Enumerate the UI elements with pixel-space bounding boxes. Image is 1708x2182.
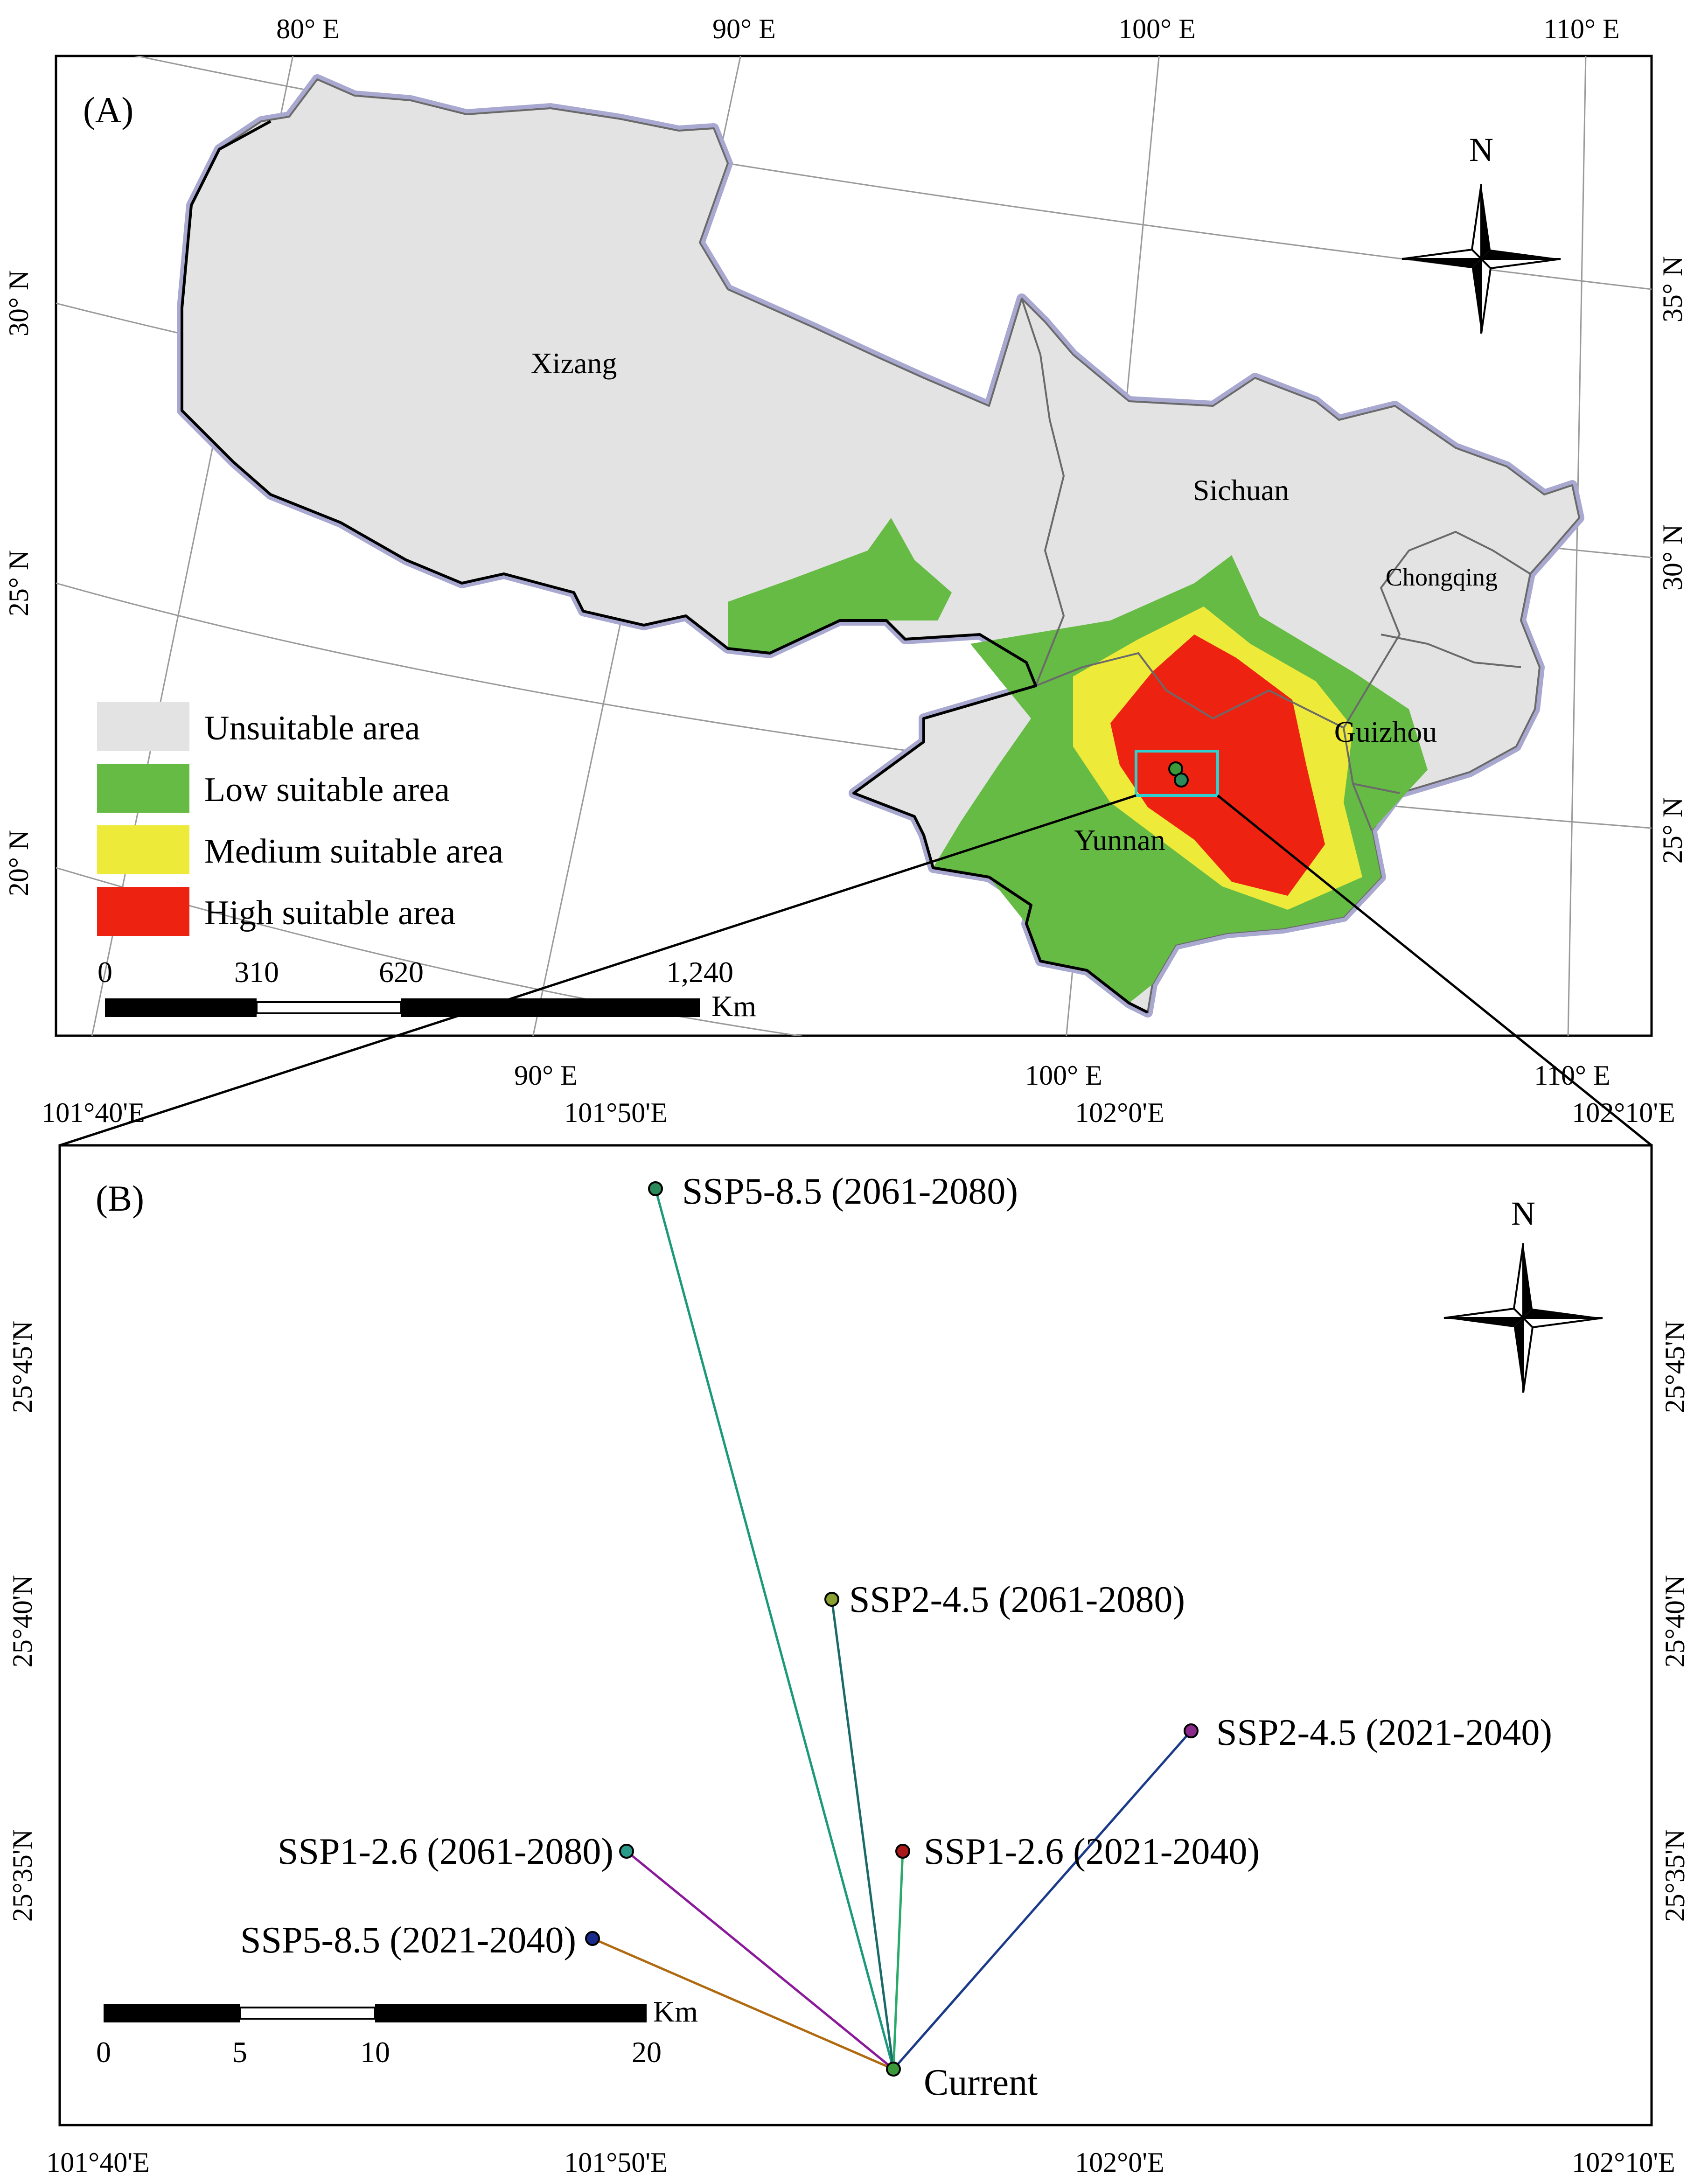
- b-right-tick-1: 25°40'N: [1659, 1575, 1690, 1667]
- scale-bar-b: Km 0 5 10 20: [96, 1995, 698, 2069]
- panel-b-label: (B): [96, 1178, 144, 1219]
- b-right-tick-0: 25°45'N: [1659, 1321, 1690, 1413]
- label-current: Current: [924, 2062, 1038, 2103]
- scale-a-unit: Km: [711, 990, 756, 1023]
- label-ssp245-2061: SSP2-4.5 (2061-2080): [849, 1579, 1185, 1620]
- a-right-tick-1: 30° N: [1657, 524, 1688, 591]
- a-bottom-tick-2: 110° E: [1534, 1060, 1610, 1091]
- legend-swatch-low: [97, 764, 189, 813]
- a-right-tick-0: 35° N: [1657, 256, 1688, 322]
- north-arrow-b: N: [1443, 1195, 1603, 1393]
- legend-swatch-medium: [97, 825, 189, 874]
- a-bottom-tick-0: 90° E: [514, 1060, 578, 1091]
- label-ssp126-2061: SSP1-2.6 (2061-2080): [278, 1831, 613, 1872]
- legend-label-unsuitable: Unsuitable area: [204, 709, 420, 747]
- province-borders: [1021, 298, 1531, 831]
- label-chongqing: Chongqing: [1386, 563, 1498, 591]
- scale-a-tick-3: 1,240: [666, 955, 733, 989]
- a-top-tick-2: 100° E: [1118, 14, 1196, 44]
- b-right-tick-2: 25°35'N: [1659, 1829, 1690, 1922]
- scale-b-unit: Km: [653, 1995, 698, 2028]
- b-top-tick-3: 102°10'E: [1572, 1097, 1675, 1128]
- a-right-tick-2: 25° N: [1657, 797, 1688, 864]
- centroid-labels: SSP5-8.5 (2061-2080) SSP2-4.5 (2061-2080…: [240, 1171, 1552, 2103]
- b-bottom-tick-3: 102°10'E: [1572, 2147, 1675, 2178]
- point-current: [886, 2062, 901, 2077]
- point-ssp585-2061: [648, 1181, 663, 1196]
- b-left-tick-2: 25°35'N: [7, 1829, 38, 1922]
- scale-b-tick-0: 0: [96, 2036, 111, 2069]
- axis-ticks-a: 80° E 90° E 100° E 110° E 90° E 100° E 1…: [3, 14, 1688, 1091]
- inset-extent-box: [1135, 750, 1219, 797]
- b-bottom-tick-1: 101°50'E: [564, 2147, 667, 2178]
- label-ssp585-2061: SSP5-8.5 (2061-2080): [682, 1171, 1018, 1212]
- line-ssp585-2061: [654, 1188, 895, 2070]
- b-left-tick-0: 25°45'N: [7, 1321, 38, 1413]
- line-ssp126-2021: [892, 1851, 904, 2070]
- label-ssp245-2021: SSP2-4.5 (2021-2040): [1216, 1712, 1552, 1753]
- legend-a: Unsuitable area Low suitable area Medium…: [97, 702, 503, 936]
- a-top-tick-1: 90° E: [712, 14, 776, 44]
- point-ssp245-2021: [1184, 1723, 1199, 1738]
- point-ssp585-2021: [585, 1931, 600, 1946]
- point-ssp126-2061: [619, 1844, 634, 1859]
- a-left-tick-0: 30° N: [3, 270, 34, 336]
- line-ssp245-2021: [892, 1730, 1192, 2070]
- label-ssp126-2021: SSP1-2.6 (2021-2040): [924, 1831, 1260, 1872]
- a-left-tick-2: 20° N: [3, 830, 34, 896]
- international-border: [181, 120, 1149, 1014]
- scale-b-tick-3: 20: [632, 2036, 662, 2069]
- b-bottom-tick-2: 102°0'E: [1075, 2147, 1164, 2178]
- a-bottom-tick-1: 100° E: [1025, 1060, 1102, 1091]
- label-ssp585-2021: SSP5-8.5 (2021-2040): [240, 1920, 576, 1961]
- a-top-tick-0: 80° E: [276, 14, 340, 44]
- b-bottom-tick-0: 101°40'E: [46, 2147, 149, 2178]
- legend-label-high: High suitable area: [204, 894, 455, 932]
- line-ssp585-2021: [592, 1937, 894, 2070]
- north-label-b: N: [1511, 1195, 1535, 1232]
- label-yunnan: Yunnan: [1074, 823, 1165, 857]
- label-sichuan: Sichuan: [1193, 474, 1289, 507]
- b-top-tick-2: 102°0'E: [1075, 1097, 1164, 1128]
- label-xizang: Xizang: [531, 347, 617, 380]
- legend-swatch-unsuitable: [97, 702, 189, 751]
- scale-b-tick-1: 5: [232, 2036, 247, 2069]
- legend-label-medium: Medium suitable area: [204, 832, 503, 871]
- scale-a-tick-1: 310: [234, 955, 279, 989]
- b-top-tick-0: 101°40'E: [42, 1097, 145, 1128]
- north-arrow-a: N: [1401, 131, 1561, 334]
- label-guizhou: Guizhou: [1334, 715, 1437, 748]
- a-top-tick-3: 110° E: [1543, 14, 1619, 44]
- panel-b: (B) SSP5-8.5 (2061-2080) SSP2-4.5 (2061-…: [7, 1097, 1690, 2178]
- centroid-cluster-marker-2: [1174, 773, 1189, 788]
- legend-label-low: Low suitable area: [204, 771, 450, 809]
- b-left-tick-1: 25°40'N: [7, 1575, 38, 1667]
- point-ssp126-2021: [895, 1844, 910, 1859]
- line-ssp245-2061: [830, 1599, 895, 2070]
- scale-bar-a: 0 310 620 1,240 Km: [98, 955, 756, 1023]
- study-region: [177, 74, 1584, 1018]
- a-left-tick-1: 25° N: [3, 550, 34, 616]
- north-label-a: N: [1469, 131, 1493, 168]
- scale-b-tick-2: 10: [360, 2036, 390, 2069]
- centroid-points: [585, 1181, 1199, 2077]
- panel-b-frame: [58, 1144, 1653, 2126]
- scale-a-tick-0: 0: [98, 955, 112, 989]
- line-ssp126-2061: [626, 1850, 894, 2070]
- axis-ticks-b: 101°40'E 101°50'E 102°0'E 102°10'E 101°4…: [7, 1097, 1690, 2178]
- low-suitable-xizang: [728, 518, 952, 653]
- legend-swatch-high: [97, 887, 189, 936]
- panel-a: Xizang Sichuan Chongqing Guizhou Yunnan …: [3, 14, 1688, 1091]
- b-top-tick-1: 101°50'E: [564, 1097, 667, 1128]
- point-ssp245-2061: [824, 1592, 839, 1607]
- inset-connectors: [59, 794, 1652, 1147]
- centroid-shift-lines: [592, 1188, 1192, 2070]
- scale-a-tick-2: 620: [379, 955, 424, 989]
- panel-a-label: (A): [83, 90, 133, 130]
